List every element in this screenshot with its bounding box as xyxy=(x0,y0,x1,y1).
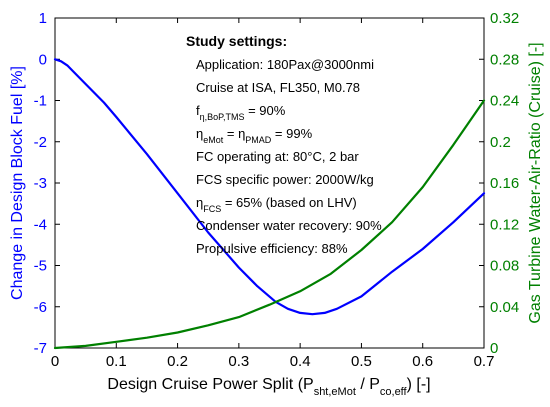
annotation-title: Study settings: xyxy=(186,33,287,49)
series-line-right xyxy=(53,99,486,350)
x-tick-label: 0.2 xyxy=(167,353,188,370)
y-left-tick-label: 1 xyxy=(39,10,47,27)
y-left-tick-label: -3 xyxy=(34,175,47,192)
y-right-tick-label: 0.08 xyxy=(490,258,519,275)
y-left-tick-label: -4 xyxy=(34,216,47,233)
y-right-tick-label: 0.16 xyxy=(490,175,519,192)
annotation-line: Propulsive efficiency: 88% xyxy=(196,241,348,256)
annotation-line: FC operating at: 80°C, 2 bar xyxy=(196,149,359,164)
y-left-tick-label: -5 xyxy=(34,258,47,275)
annotation-line: Application: 180Pax@3000nmi xyxy=(196,57,374,72)
series-lines xyxy=(53,58,486,350)
annotation-line: ηFCS = 65% (based on LHV) xyxy=(196,195,357,214)
y-right-tick-label: 0.12 xyxy=(490,216,519,233)
annotation-line: Condenser water recovery: 90% xyxy=(196,218,382,233)
y-left-tick-label: 0 xyxy=(39,51,47,68)
tick-marks xyxy=(54,17,485,349)
y-left-tick-label: -1 xyxy=(34,93,47,110)
annotation-line: fη,BoP,TMS = 90% xyxy=(196,103,286,122)
x-axis-label: Design Cruise Power Split (Psht,eMot / P… xyxy=(107,376,430,398)
y-axis-right-label: Gas Turbine Water-Air-Ratio (Cruise) [-] xyxy=(527,42,544,323)
series-line-left xyxy=(53,58,486,316)
y-right-tick-label: 0.28 xyxy=(490,51,519,68)
annotation-line: FCS specific power: 2000W/kg xyxy=(196,172,374,187)
x-tick-label: 0.4 xyxy=(290,353,311,370)
x-tick-label: 0.6 xyxy=(412,353,433,370)
plot-area xyxy=(54,17,485,349)
x-tick-label: 0 xyxy=(51,353,59,370)
x-tick-label: 0.5 xyxy=(351,353,372,370)
y-right-tick-label: 0.32 xyxy=(490,10,519,27)
x-tick-label: 0.7 xyxy=(474,353,495,370)
y-right-tick-label: 0 xyxy=(490,340,498,357)
tick-labels: 0 0.1 0.2 0.3 0.4 0.5 0.6 0.7 1 0 -1 -2 -3 -4 -5 -6 -7 0.… xyxy=(34,10,520,370)
y-left-tick-label: -6 xyxy=(34,299,47,316)
annotation-line: ηeMot = ηPMAD = 99% xyxy=(196,126,313,145)
y-right-tick-label: 0.04 xyxy=(490,299,519,316)
y-right-tick-label: 0.24 xyxy=(490,93,519,110)
x-tick-label: 0.1 xyxy=(106,353,127,370)
y-left-tick-label: -7 xyxy=(34,340,47,357)
study-settings-annotation: Study settings: Application: 180Pax@3000n… xyxy=(186,33,382,256)
y-axis-left-label: Change in Design Block Fuel [%] xyxy=(9,66,26,300)
y-left-tick-label: -2 xyxy=(34,134,47,151)
annotation-line: Cruise at ISA, FL350, M0.78 xyxy=(196,80,360,95)
x-tick-label: 0.3 xyxy=(228,353,249,370)
y-right-tick-label: 0.2 xyxy=(490,134,511,151)
